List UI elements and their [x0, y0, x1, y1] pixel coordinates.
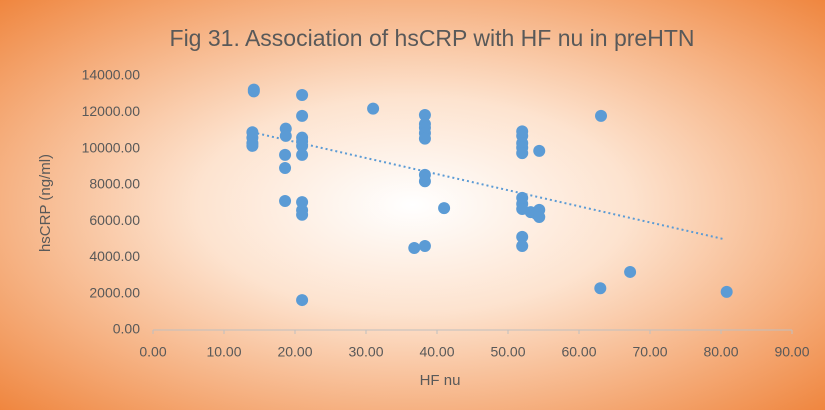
x-tick-label: 50.00: [490, 344, 525, 360]
x-tick-label: 70.00: [632, 344, 667, 360]
point: [418, 109, 431, 122]
x-tick-label: 40.00: [419, 344, 454, 360]
x-tick-label: 10.00: [206, 344, 241, 360]
x-tick-label: 20.00: [277, 344, 312, 360]
x-tick-label: 60.00: [561, 344, 596, 360]
point: [516, 147, 529, 160]
point: [246, 139, 259, 152]
point: [516, 230, 529, 243]
y-axis-label: hsCRP (ng/ml): [37, 154, 54, 252]
point: [418, 239, 431, 252]
point: [296, 294, 309, 307]
point: [624, 265, 637, 278]
point: [279, 195, 292, 208]
point: [296, 139, 309, 152]
y-tick-label: 14000.00: [82, 67, 141, 83]
point: [279, 161, 292, 174]
point: [418, 175, 431, 188]
x-tick-label: 90.00: [774, 344, 809, 360]
point: [279, 129, 292, 142]
y-tick-label: 0.00: [113, 321, 140, 337]
x-tick-label: 80.00: [703, 344, 738, 360]
point: [533, 144, 546, 157]
point: [595, 109, 608, 122]
point: [296, 89, 309, 102]
point: [247, 85, 260, 98]
point: [533, 210, 546, 223]
point: [279, 148, 292, 161]
point: [296, 208, 309, 221]
point: [367, 102, 380, 115]
y-tick-label: 8000.00: [89, 176, 140, 192]
x-axis-label: HF nu: [420, 372, 461, 389]
point: [516, 239, 529, 252]
y-tick-label: 4000.00: [89, 248, 140, 264]
point: [296, 148, 309, 161]
y-tick-label: 6000.00: [89, 212, 140, 228]
point: [438, 202, 451, 215]
x-tick-label: 30.00: [348, 344, 383, 360]
point: [594, 282, 607, 295]
point: [720, 285, 733, 298]
point: [296, 109, 309, 122]
x-tick-label: 0.00: [139, 344, 166, 360]
y-tick-label: 2000.00: [89, 284, 140, 300]
y-tick-label: 12000.00: [82, 103, 141, 119]
point: [408, 241, 421, 254]
trendline: [252, 131, 725, 241]
y-tick-label: 10000.00: [82, 139, 141, 155]
chart-title: Fig 31. Association of hsCRP with HF nu …: [170, 25, 695, 51]
point: [418, 132, 431, 145]
